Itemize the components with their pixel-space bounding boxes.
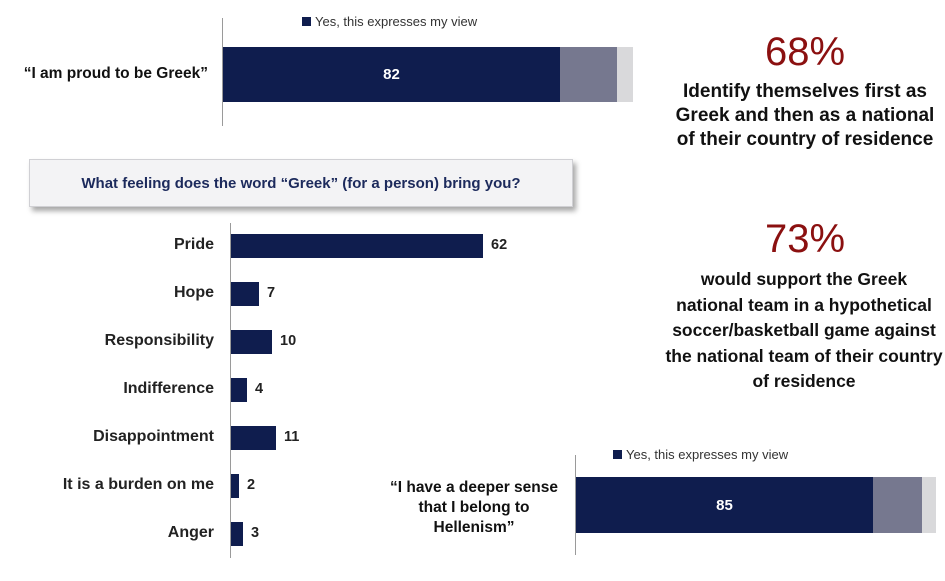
top-legend-label: Yes, this expresses my view — [315, 14, 478, 29]
top-bar-yes: 82 — [223, 47, 560, 102]
bottom-bar-yes: 85 — [576, 477, 873, 533]
feeling-bar — [231, 330, 272, 354]
top-statement: “I am proud to be Greek” — [23, 65, 208, 82]
feeling-value: 10 — [280, 333, 297, 349]
bottom-bar-segment-2 — [873, 477, 922, 533]
feeling-bar — [231, 234, 483, 258]
feeling-label: Pride — [173, 236, 214, 253]
feeling-bar — [231, 282, 259, 306]
bottom-stacked-bar: 85 — [576, 477, 936, 533]
feeling-label: Anger — [167, 524, 214, 541]
feeling-value: 7 — [267, 285, 276, 301]
question-text: What feeling does the word “Greek” (for … — [81, 174, 521, 192]
bottom-axis — [575, 455, 576, 555]
feeling-value: 11 — [284, 429, 300, 445]
feelings-axis — [230, 223, 231, 558]
feeling-label: Responsibility — [104, 332, 214, 349]
legend-swatch — [302, 17, 311, 26]
feeling-value: 2 — [247, 477, 256, 493]
top-stacked-bar: 82 — [223, 47, 633, 102]
bottom-bar-segment-3 — [922, 477, 936, 533]
top-bar-segment-3 — [617, 47, 633, 102]
top-bar-segment-2 — [560, 47, 617, 102]
stat2-text: would support the Greek national team in… — [665, 269, 943, 391]
feeling-label: It is a burden on me — [62, 476, 214, 493]
bottom-bar-value: 85 — [716, 496, 733, 514]
feeling-label: Disappointment — [93, 428, 214, 445]
question-box: What feeling does the word “Greek” (for … — [29, 159, 573, 207]
legend-swatch — [613, 450, 622, 459]
bottom-legend: Yes, this expresses my view — [613, 447, 788, 462]
feeling-label: Indifference — [123, 380, 214, 397]
feeling-value: 3 — [251, 525, 260, 541]
top-bar-value: 82 — [383, 66, 400, 83]
bottom-legend-label: Yes, this expresses my view — [626, 447, 789, 462]
top-legend: Yes, this expresses my view — [302, 14, 477, 29]
feeling-bar — [231, 426, 276, 450]
stat1-percent: 68% — [764, 30, 846, 74]
feeling-value: 62 — [491, 237, 508, 253]
feeling-bar — [231, 474, 239, 498]
feeling-bar — [231, 378, 247, 402]
feeling-label: Hope — [174, 284, 214, 301]
bottom-statement: “I have a deeper sense that I belong to … — [389, 479, 558, 536]
stat1-text: Identify themselves first as Greek and t… — [675, 81, 935, 150]
feeling-value: 4 — [255, 381, 264, 397]
top-axis — [222, 18, 223, 126]
feeling-bar — [231, 522, 243, 546]
stat2-percent: 73% — [764, 217, 846, 261]
